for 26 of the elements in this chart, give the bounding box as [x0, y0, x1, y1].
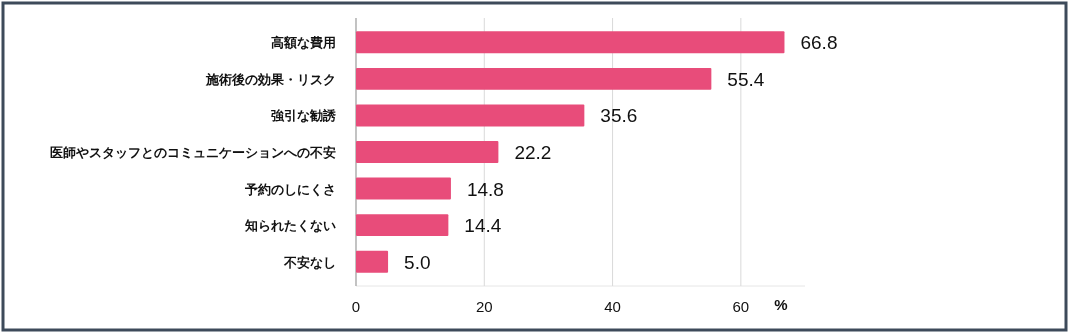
y-tick-label: 知られたくない	[244, 218, 336, 234]
bar	[356, 104, 585, 127]
data-label: 66.8	[800, 32, 838, 54]
data-label: 14.8	[466, 178, 504, 200]
data-label: 22.2	[514, 142, 552, 163]
x-tick-label: 0	[351, 298, 361, 315]
data-label: 14.4	[464, 215, 502, 237]
bar	[356, 31, 785, 54]
y-tick-label: 不安なし	[283, 254, 336, 270]
x-axis-title: %	[774, 296, 788, 313]
x-tick-label: 20	[475, 298, 493, 315]
bar	[356, 67, 712, 90]
y-tick-label: 高額な費用	[271, 35, 336, 51]
y-tick-label: 医師やスタッフとのコミュニケーションへの不安	[50, 145, 336, 160]
x-tick-label: 40	[604, 298, 621, 315]
bar	[356, 177, 451, 200]
bar	[356, 214, 449, 237]
bar	[356, 141, 499, 163]
y-tick-label: 予約のしにくさ	[244, 181, 336, 197]
data-label: 35.6	[600, 105, 638, 127]
y-tick-label: 強引な勧誘	[271, 108, 337, 124]
y-tick-label: 施術後の効果・リスク	[205, 71, 336, 87]
data-label: 55.4	[727, 68, 765, 90]
x-tick-label: 60	[732, 298, 750, 315]
data-label: 5.0	[404, 251, 431, 273]
bar	[356, 250, 389, 273]
